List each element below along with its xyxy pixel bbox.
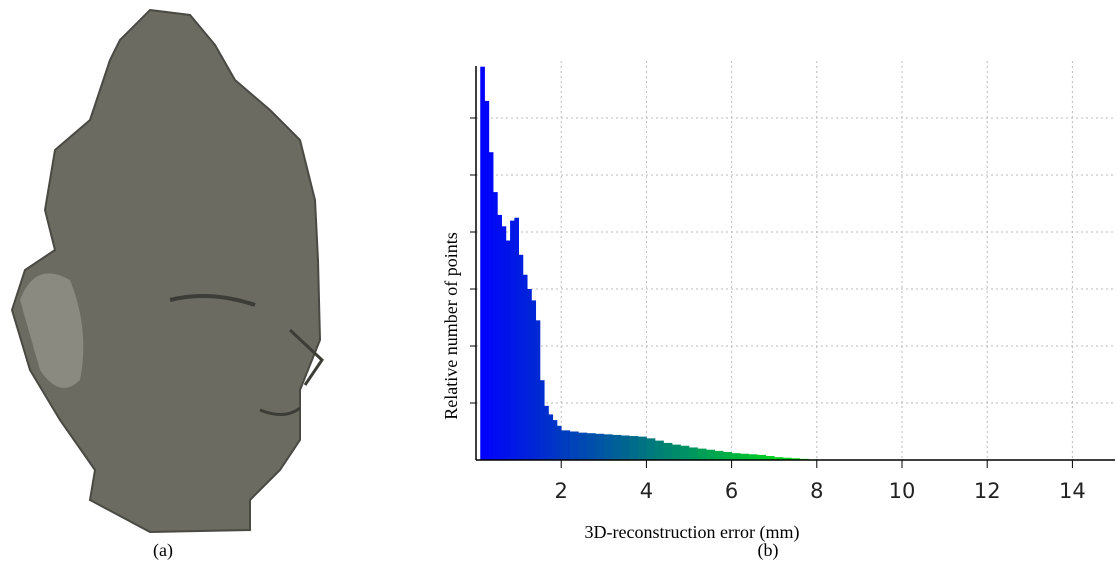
bar [723,452,732,460]
caption: (b) [758,540,779,561]
bar [680,445,690,460]
bar [518,254,524,460]
x-tick-label: 6 [725,479,738,503]
bar [774,457,784,460]
bar [505,240,511,460]
bar [791,458,801,460]
x-tick-label: 14 [1059,479,1086,503]
bar [706,449,715,460]
bar [510,220,515,460]
bar [629,436,639,460]
caption: (a) [153,540,173,561]
bar [497,214,502,460]
bar [671,444,681,460]
head-photo [10,8,324,534]
bar [552,420,558,460]
bar [646,438,656,460]
bar [740,453,750,460]
bar [620,435,630,460]
bar [569,431,579,460]
bar [765,456,775,460]
bar [522,274,528,460]
bar [654,440,664,460]
x-tick-label: 8 [810,479,823,503]
bar [578,432,588,460]
bar [748,454,758,460]
bar [556,425,562,460]
bar [603,434,613,460]
bar [535,320,541,460]
bar [561,430,571,460]
bar [527,289,532,460]
bar [757,454,767,460]
bar [484,100,490,461]
bar [501,226,507,460]
x-tick-label: 10 [889,479,916,503]
bar [586,433,596,460]
bar [548,414,554,460]
bar [531,300,537,460]
bar [595,433,605,460]
bar [731,453,741,460]
bar [697,448,707,460]
bar [782,457,792,460]
bar [539,380,545,460]
x-tick-label: 12 [974,479,1001,503]
bar [637,436,647,460]
x-axis-label: 3D-reconstruction error (mm) [585,522,800,543]
histogram-plot: 2 4 6 8 10 12 14 3D-reconstruction error (mm) Re… [441,61,1115,543]
bar [612,434,622,460]
bar [714,450,724,460]
x-tick-label: 2 [555,479,568,503]
bar [493,192,498,460]
bar [488,152,494,460]
bar [514,217,519,460]
y-axis-label: Relative number of points [441,232,461,419]
x-tick-label: 4 [640,479,653,503]
bar [689,447,698,460]
bar [663,442,673,460]
bar [480,66,485,460]
bar [544,405,549,460]
